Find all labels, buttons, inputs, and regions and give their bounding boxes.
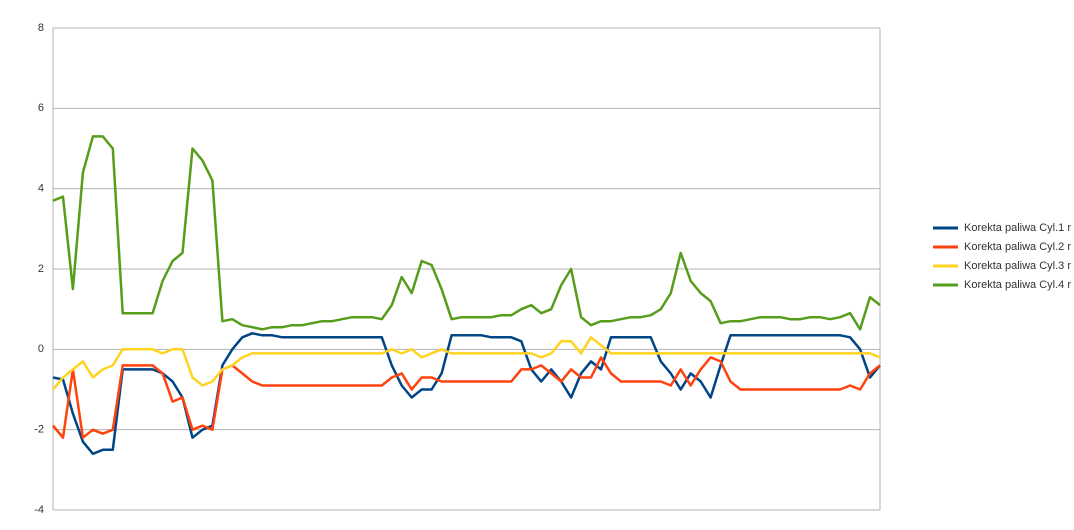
legend-label: Korekta paliwa Cyl.2 r bbox=[964, 241, 1071, 253]
y-tick-label: 4 bbox=[38, 183, 44, 195]
series-line bbox=[52, 135, 881, 331]
y-tick-label: 2 bbox=[38, 263, 44, 275]
y-tick-label: 6 bbox=[38, 102, 44, 114]
y-tick-label: 0 bbox=[38, 343, 44, 355]
series-line bbox=[52, 356, 881, 439]
y-tick-label: -4 bbox=[34, 504, 44, 516]
y-tick-label: 8 bbox=[38, 22, 44, 34]
series-line bbox=[52, 332, 881, 456]
legend-label: Korekta paliwa Cyl.4 r bbox=[964, 279, 1071, 291]
y-tick-label: -2 bbox=[34, 424, 44, 436]
series-line bbox=[52, 336, 881, 391]
legend-label: Korekta paliwa Cyl.1 r bbox=[964, 222, 1071, 234]
legend-label: Korekta paliwa Cyl.3 r bbox=[964, 260, 1071, 272]
